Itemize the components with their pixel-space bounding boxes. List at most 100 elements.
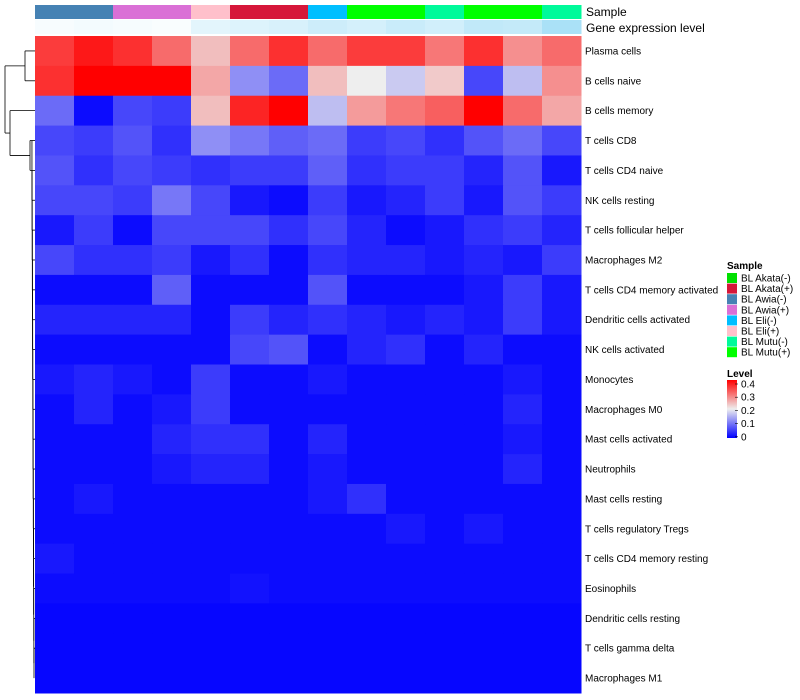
heatmap-cell bbox=[425, 603, 465, 634]
sample-anno-cell bbox=[35, 5, 75, 19]
heatmap-cell bbox=[191, 543, 231, 575]
heatmap-cell bbox=[113, 663, 153, 694]
heatmap-cell bbox=[74, 215, 114, 246]
heatmap-cell bbox=[308, 573, 348, 604]
heatmap-cell bbox=[503, 125, 543, 156]
heatmap-cell bbox=[425, 245, 465, 276]
heatmap-cell bbox=[347, 185, 387, 216]
heatmap-cell bbox=[152, 65, 192, 97]
heatmap-cell bbox=[230, 125, 270, 156]
row-label: Mast cells activated bbox=[585, 435, 672, 446]
row-label: T cells CD4 naive bbox=[585, 166, 664, 177]
heatmap-cell bbox=[347, 394, 387, 425]
heatmap-cell bbox=[152, 155, 192, 186]
heatmap-cell bbox=[230, 155, 270, 186]
heatmap-cell bbox=[347, 245, 387, 276]
heatmap-cell bbox=[230, 185, 270, 216]
heatmap-cell bbox=[386, 125, 426, 156]
heatmap-cell bbox=[542, 543, 582, 575]
heatmap-cell bbox=[113, 215, 153, 246]
row-label: Plasma cells bbox=[585, 46, 641, 57]
heatmap-cell bbox=[308, 125, 348, 156]
sample-anno-cell bbox=[191, 5, 231, 19]
legend-swatch bbox=[727, 294, 737, 305]
heatmap-cell bbox=[230, 483, 270, 515]
heatmap-cell bbox=[386, 663, 426, 694]
heatmap-cell bbox=[464, 245, 504, 276]
row-label: Neutrophils bbox=[585, 465, 636, 476]
heatmap-cell bbox=[191, 155, 231, 186]
row-dendrogram bbox=[4, 50, 35, 679]
heatmap-cell bbox=[503, 155, 543, 186]
heatmap-cell bbox=[74, 483, 114, 515]
heatmap-cell bbox=[35, 543, 75, 575]
heatmap-cell bbox=[230, 663, 270, 694]
heatmap-cell bbox=[386, 543, 426, 575]
sample-anno-cell bbox=[230, 5, 270, 19]
row-label: B cells naive bbox=[585, 76, 642, 87]
heatmap-cell bbox=[269, 125, 309, 156]
heatmap-cell bbox=[425, 334, 465, 365]
heatmap-cell bbox=[191, 454, 231, 485]
heatmap-cell bbox=[425, 215, 465, 246]
heatmap-cell bbox=[113, 633, 153, 664]
heatmap-cell bbox=[347, 334, 387, 365]
row-label: T cells CD8 bbox=[585, 136, 637, 147]
heatmap-cell bbox=[35, 394, 75, 425]
heatmap-cell bbox=[191, 304, 231, 336]
heatmap-cell bbox=[269, 334, 309, 365]
heatmap-cell bbox=[347, 155, 387, 186]
annotation-label-sample: Sample bbox=[586, 5, 627, 19]
heatmap-cell bbox=[503, 633, 543, 664]
heatmap-cell bbox=[191, 513, 231, 545]
legend-color-bar bbox=[727, 380, 737, 438]
heatmap-cell bbox=[74, 125, 114, 156]
heatmap-cell bbox=[74, 155, 114, 186]
row-label: T cells gamma delta bbox=[585, 644, 675, 655]
heatmap-cell bbox=[152, 125, 192, 156]
heatmap-cell bbox=[35, 633, 75, 664]
heatmap-cell bbox=[464, 155, 504, 186]
heatmap-cell bbox=[503, 364, 543, 395]
heatmap-cell bbox=[35, 95, 75, 127]
legend-swatch bbox=[727, 304, 737, 315]
heatmap-cell bbox=[464, 215, 504, 246]
heatmap-cell bbox=[74, 36, 114, 67]
expression-anno-cell bbox=[152, 20, 192, 34]
heatmap-cell bbox=[464, 95, 504, 127]
heatmap-cell bbox=[152, 543, 192, 575]
heatmap-cell bbox=[191, 95, 231, 127]
heatmap-cell bbox=[308, 215, 348, 246]
heatmap-cell bbox=[425, 185, 465, 216]
heatmap-cell bbox=[542, 215, 582, 246]
heatmap-cell bbox=[230, 95, 270, 127]
row-label: B cells memory bbox=[585, 106, 653, 117]
heatmap-cell bbox=[269, 454, 309, 485]
heatmap-cell bbox=[35, 65, 75, 97]
legend-swatch bbox=[727, 315, 737, 326]
heatmap-cell bbox=[230, 394, 270, 425]
expression-anno-cell bbox=[230, 20, 270, 34]
heatmap-cell bbox=[464, 304, 504, 336]
heatmap-cell bbox=[191, 573, 231, 604]
heatmap-cell bbox=[230, 513, 270, 545]
heatmap-cell bbox=[35, 245, 75, 276]
heatmap-cell bbox=[308, 36, 348, 67]
heatmap-cell bbox=[230, 334, 270, 365]
heatmap-cell bbox=[230, 274, 270, 306]
heatmap-cell bbox=[35, 274, 75, 306]
expression-anno-cell bbox=[425, 20, 465, 34]
heatmap-cell bbox=[269, 424, 309, 455]
heatmap-cell bbox=[113, 513, 153, 545]
heatmap-cell bbox=[386, 65, 426, 97]
heatmap-cell bbox=[152, 95, 192, 127]
heatmap-cell bbox=[191, 65, 231, 97]
heatmap-cell bbox=[542, 125, 582, 156]
heatmap-cell bbox=[35, 513, 75, 545]
heatmap-cell bbox=[230, 424, 270, 455]
heatmap-cell bbox=[503, 603, 543, 634]
heatmap-cell bbox=[464, 424, 504, 455]
heatmap-cell bbox=[503, 65, 543, 97]
heatmap-cell bbox=[269, 65, 309, 97]
